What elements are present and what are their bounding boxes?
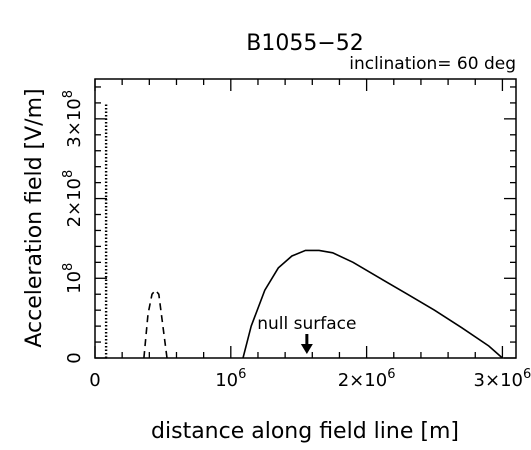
inclination-annotation: inclination= 60 deg bbox=[349, 54, 516, 74]
x-axis-ticks bbox=[94, 79, 504, 358]
null-surface-label: null surface bbox=[257, 314, 356, 334]
y-tick-label: 0 bbox=[64, 352, 85, 363]
x-tick-label: 106 bbox=[215, 367, 246, 391]
series-line-solid bbox=[242, 249, 503, 359]
plot-frame bbox=[94, 78, 517, 359]
y-axis-label: Acceleration field [V/m] bbox=[22, 88, 47, 347]
y-tick-label: 2×108 bbox=[61, 170, 85, 228]
x-axis-tick-labels: 0 106 2×106 3×106 bbox=[89, 367, 531, 391]
series-line-dashed bbox=[143, 288, 168, 359]
series-layer bbox=[104, 102, 503, 359]
x-tick-label: 2×106 bbox=[338, 367, 396, 391]
x-tick-label: 0 bbox=[89, 370, 100, 391]
null-surface-marker: null surface bbox=[257, 314, 356, 354]
x-tick-label: 3×106 bbox=[474, 367, 531, 391]
y-tick-label: 108 bbox=[61, 263, 85, 294]
x-axis-label: distance along field line [m] bbox=[151, 419, 459, 444]
chart-title: B1055−52 bbox=[246, 31, 364, 56]
y-axis-tick-labels: 0 108 2×108 3×108 bbox=[61, 90, 85, 364]
y-tick-label: 3×108 bbox=[61, 90, 85, 148]
null-surface-arrow-head bbox=[300, 344, 313, 354]
